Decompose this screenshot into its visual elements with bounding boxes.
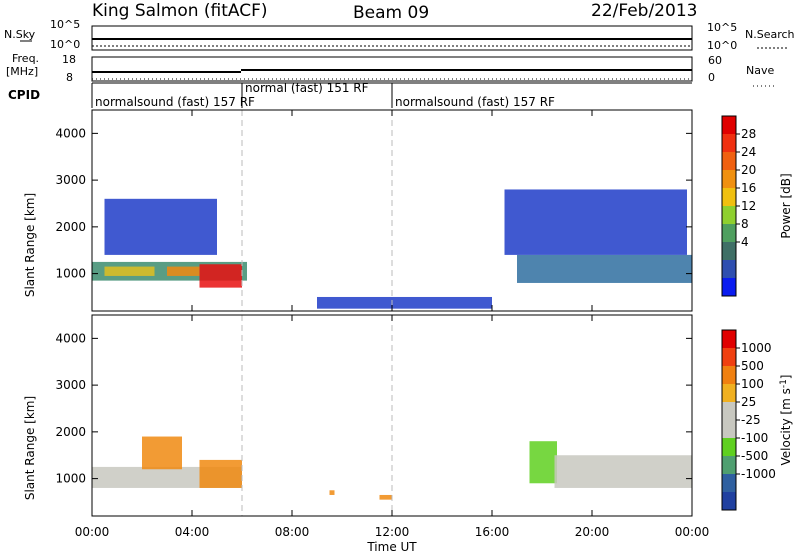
power-y-tick-label: 3000 <box>55 173 86 187</box>
power-y-tick-label: 1000 <box>55 267 86 281</box>
power-data-cell <box>199 264 242 288</box>
y-axis-label-power: Slant Range [km] <box>23 193 37 297</box>
velocity-data-cell <box>199 459 242 488</box>
freq-unit-label: [MHz] <box>6 65 38 78</box>
nave-tick-top: 60 <box>708 54 722 67</box>
power-colorbar: 28 24 20 16 12 8 4 Power [dB] <box>721 115 793 297</box>
nave-tick-bottom: 0 <box>708 71 715 84</box>
cpid-label: CPID <box>8 88 40 102</box>
velocity-colorbar-tick-label: 500 <box>741 359 764 373</box>
power-data-cell <box>167 266 200 276</box>
velocity-colorbar-step <box>722 420 736 439</box>
noise-tick-left-bottom: 10^0 <box>50 38 80 51</box>
power-colorbar-step <box>722 188 736 207</box>
power-y-tick-label: 4000 <box>55 126 86 140</box>
velocity-data-cell <box>329 490 335 495</box>
velocity-data-cell <box>142 436 182 470</box>
velocity-colorbar-step <box>722 438 736 457</box>
x-tick-label: 00:00 <box>675 525 710 539</box>
nave-label: Nave <box>746 64 774 77</box>
power-colorbar-tick-label: 4 <box>741 235 749 249</box>
power-colorbar-tick-label: 24 <box>741 145 756 159</box>
date-title: 22/Feb/2013 <box>591 1 697 21</box>
velocity-colorbar-tick-label: -500 <box>741 449 768 463</box>
velocity-panel: 1000 2000 3000 4000 00:00 04:00 08:00 12:00 16:0… <box>55 314 710 539</box>
power-colorbar-step <box>722 242 736 261</box>
velocity-colorbar-label: Velocity [m s-1] <box>779 375 793 466</box>
velocity-colorbar-tick-label: 1000 <box>741 341 772 355</box>
x-tick-label: 16:00 <box>475 525 510 539</box>
power-data-cell <box>104 198 217 255</box>
velocity-colorbar-tick-label: 100 <box>741 377 764 391</box>
velocity-y-tick-label: 3000 <box>55 378 86 392</box>
x-tick-label: 04:00 <box>175 525 210 539</box>
x-tick-label: 08:00 <box>275 525 310 539</box>
power-colorbar-step <box>722 224 736 243</box>
noise-tick-left-top: 10^5 <box>50 18 80 31</box>
power-data-cell <box>504 189 687 255</box>
velocity-colorbar-step <box>722 492 736 511</box>
power-colorbar-step <box>722 152 736 171</box>
cpid-segment-label: normal (fast) 151 RF <box>245 81 369 95</box>
freq-label: Freq. <box>12 52 39 65</box>
y-axis-label-velocity: Slant Range [km] <box>23 396 37 500</box>
x-tick-label: 00:00 <box>75 525 110 539</box>
power-data-cell <box>317 296 492 309</box>
velocity-colorbar-tick-label: -1000 <box>741 467 776 481</box>
power-colorbar-tick-label: 20 <box>741 163 756 177</box>
power-colorbar-tick-label: 12 <box>741 199 756 213</box>
velocity-colorbar-step <box>722 366 736 385</box>
nsearch-label: N.Search <box>745 28 795 41</box>
x-tick-label: 20:00 <box>575 525 610 539</box>
velocity-colorbar-step <box>722 384 736 403</box>
velocity-colorbar-step <box>722 330 736 349</box>
velocity-colorbar-step <box>722 348 736 367</box>
cpid-segment-label: normalsound (fast) 157 RF <box>95 95 255 109</box>
velocity-colorbar-step <box>722 474 736 493</box>
velocity-y-tick-label: 1000 <box>55 472 86 486</box>
x-axis-label: Time UT <box>366 540 417 554</box>
power-colorbar-label: Power [dB] <box>779 173 793 238</box>
cpid-segment-label: normalsound (fast) 157 RF <box>395 95 555 109</box>
freq-tick-top: 18 <box>62 53 76 66</box>
station-title: King Salmon (fitACF) <box>92 1 268 21</box>
power-colorbar-step <box>722 206 736 225</box>
power-colorbar-step <box>722 116 736 135</box>
power-colorbar-step <box>722 260 736 279</box>
freq-tick-bottom: 8 <box>66 71 73 84</box>
velocity-y-tick-label: 2000 <box>55 425 86 439</box>
power-colorbar-tick-label: 28 <box>741 127 756 141</box>
velocity-colorbar-step <box>722 402 736 421</box>
power-y-tick-label: 2000 <box>55 220 86 234</box>
power-colorbar-step <box>722 170 736 189</box>
velocity-colorbar-step <box>722 456 736 475</box>
nsky-label: N.Sky <box>4 28 36 41</box>
velocity-data-cell <box>554 455 692 488</box>
power-colorbar-step <box>722 278 736 297</box>
power-data-cell <box>104 266 155 276</box>
velocity-y-tick-label: 4000 <box>55 331 86 345</box>
power-panel: 1000 2000 3000 4000 <box>55 109 693 312</box>
power-colorbar-tick-label: 16 <box>741 181 756 195</box>
velocity-colorbar-tick-label: -100 <box>741 431 768 445</box>
noise-tick-right-top: 10^5 <box>707 21 737 34</box>
velocity-data-cell <box>379 494 392 500</box>
x-tick-label: 12:00 <box>375 525 410 539</box>
velocity-data-cell <box>529 441 557 484</box>
power-colorbar-tick-label: 8 <box>741 217 749 231</box>
power-colorbar-step <box>722 134 736 153</box>
power-data-cell <box>517 254 692 283</box>
noise-tick-right-bottom: 10^0 <box>707 39 737 52</box>
velocity-colorbar-tick-label: -25 <box>741 413 761 427</box>
beam-title: Beam 09 <box>353 3 429 23</box>
velocity-colorbar-tick-label: 25 <box>741 395 756 409</box>
